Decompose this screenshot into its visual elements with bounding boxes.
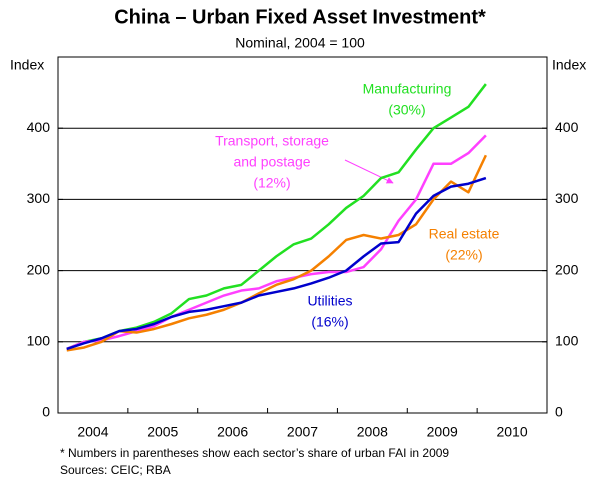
footnote: Sources: CEIC; RBA (60, 463, 171, 477)
x-tick-label: 2007 (287, 424, 318, 440)
y-axis-label: Index (10, 57, 44, 73)
x-tick-label: 2009 (427, 424, 458, 440)
y2-tick-label: 100 (555, 333, 579, 349)
x-tick-label: 2005 (147, 424, 178, 440)
footnote: * Numbers in parentheses show each secto… (60, 446, 449, 460)
y-tick-label: 300 (27, 190, 51, 206)
chart-title: China – Urban Fixed Asset Investment* (114, 6, 486, 28)
y2-tick-label: 0 (555, 404, 563, 420)
chart-subtitle: Nominal, 2004 = 100 (235, 35, 365, 51)
y2-tick-label: 200 (555, 261, 579, 277)
series-label: Manufacturing (363, 81, 452, 97)
series-label: Utilities (307, 293, 352, 309)
series-label: Transport, storage (215, 133, 329, 149)
plot-frame (57, 56, 548, 414)
x-tick-label: 2010 (496, 424, 527, 440)
y2-axis-label: Index (552, 57, 586, 73)
y-tick-label: 0 (42, 404, 50, 420)
x-tick-label: 2004 (77, 424, 108, 440)
series-share: (12%) (253, 175, 290, 191)
x-tick-label: 2006 (217, 424, 248, 440)
series-line (66, 134, 487, 351)
y2-tick-label: 300 (555, 190, 579, 206)
series-share: (16%) (311, 314, 348, 330)
series-share: (22%) (445, 247, 482, 263)
series-line (66, 83, 487, 351)
x-tick-label: 2008 (357, 424, 388, 440)
y-tick-label: 400 (27, 119, 51, 135)
annotation-arrow (344, 159, 394, 184)
series-label: Real estate (429, 226, 500, 242)
y-tick-label: 100 (27, 333, 51, 349)
y2-tick-label: 400 (555, 119, 579, 135)
series-line (66, 176, 487, 351)
series-share: (30%) (388, 102, 425, 118)
series-label: and postage (233, 154, 310, 170)
y-tick-label: 200 (27, 261, 51, 277)
series-line (66, 154, 488, 352)
